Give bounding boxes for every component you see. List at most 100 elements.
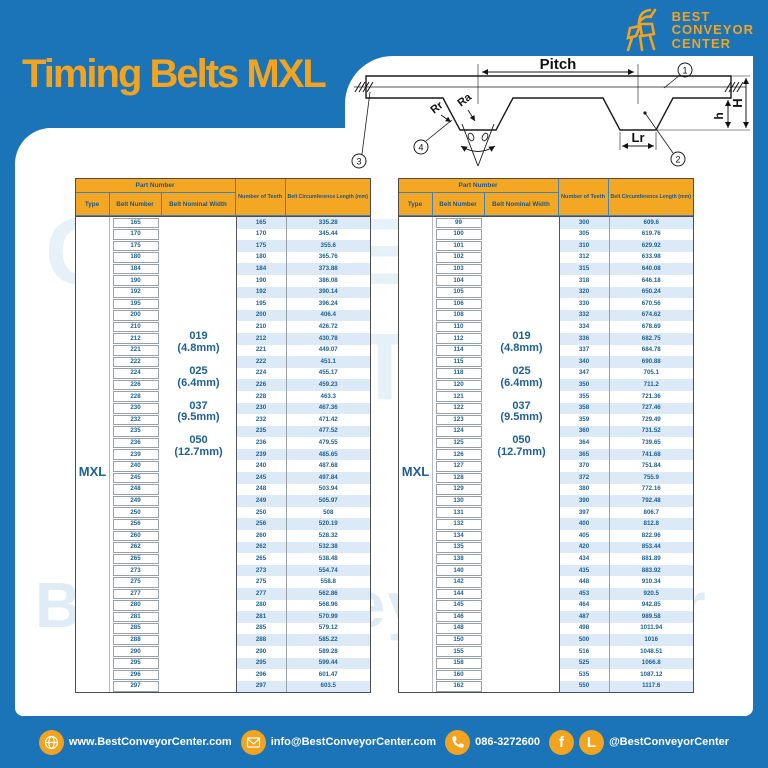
belt-table-left: Part Number Number of Teeth Belt Circumf… [74,178,371,694]
belt-number-cell: 249 [112,495,159,507]
table-row: 118 347 705.1 [399,367,694,380]
belt-number-cell: 273 [112,565,159,576]
teeth-cell: 330 [558,298,609,310]
table-row: 290 290 589.28 [76,645,370,658]
belt-table-right: Part Number Number of Teeth Belt Circumf… [397,178,694,694]
footer-phone[interactable]: 086-3272600 [445,729,540,755]
belt-number-cell: 102 [435,252,482,263]
table-row: 232 232 471.42 [76,414,370,426]
footer-website[interactable]: www.BestConveyorCenter.com [38,729,232,755]
table-row: 175 175 355.6 [76,240,370,252]
teeth-cell: 487 [558,611,609,623]
table-row: 108 332 674.62 [399,309,693,322]
belt-number-cell: 192 [112,287,159,298]
belt-number-cell: 256 [112,518,159,530]
h-label: h [712,112,726,119]
table-row: 248 248 503.94 [76,483,370,496]
teeth-cell: 222 [235,356,286,368]
table-row: 122 358 727.46 [399,402,693,415]
length-cell: 449.07 [285,344,371,357]
teeth-cell: 249 [235,495,286,507]
belt-number-cell: 123 [435,414,482,426]
teeth-cell: 332 [558,309,609,322]
length-cell: 1016 [608,634,693,646]
length-cell: 690.88 [608,356,693,368]
length-cell: 678.69 [608,321,694,333]
teeth-cell: 364 [558,437,609,449]
header-belt-nominal-width: Belt Nominal Width [161,193,236,216]
belt-number-cell: 112 [435,333,482,345]
length-cell: 989.58 [608,611,693,623]
header-belt-number: Belt Number [109,193,162,216]
table-row: 138 434 881.89 [399,553,693,565]
length-cell: 355.6 [285,240,370,252]
table-row: 127 370 751.84 [399,460,693,473]
teeth-cell: 265 [235,553,286,565]
phone-icon [445,729,471,755]
teeth-cell: 285 [235,622,286,635]
table-row: 262 262 532.38 [76,541,370,554]
footer-social[interactable]: f L @BestConveyorCenter [548,729,729,755]
belt-number-cell: 121 [435,391,482,402]
table-row: 144 453 920.5 [399,588,693,600]
table-row: 210 210 426.72 [76,321,370,333]
belt-number-cell: 132 [435,518,482,530]
length-cell: 467.36 [285,402,370,415]
teeth-cell: 448 [558,576,609,588]
teeth-cell: 334 [558,321,609,333]
table-row: 170 170 345.44 [76,228,370,241]
length-cell: 579.12 [285,622,371,635]
header-number-of-teeth: Number of Teeth [235,179,286,216]
table-row: 148 498 1011.94 [399,622,693,635]
teeth-cell: 224 [235,367,286,380]
callout-2: 2 [675,155,680,165]
header-belt-circumference: Belt Circumference Length (mm) [285,179,370,216]
teeth-cell: 280 [235,599,286,612]
phone-text: 086-3272600 [475,736,540,748]
table-row: 256 256 520.19 [76,518,370,531]
table-row: 222 222 451.1 [76,356,370,368]
type-label: MXL [78,464,107,480]
table-row: 275 275 558.8 [76,576,370,588]
table-row: 250 250 508 [76,506,370,519]
length-cell: 373.88 [285,263,370,275]
width-019: 019 (4.8mm) [177,330,220,354]
teeth-cell: 210 [235,321,286,333]
teeth-cell: 180 [235,251,286,264]
teeth-cell: 370 [558,460,609,473]
length-cell: 497.84 [285,472,370,484]
belt-number-cell: 290 [112,646,159,658]
belt-number-cell: 232 [112,414,159,426]
length-cell: 705.1 [608,367,694,380]
table-row: 115 340 690.88 [399,356,693,368]
table-row: 110 334 678.69 [399,321,693,333]
length-cell: 520.19 [285,518,370,531]
length-cell: 910.34 [608,576,694,588]
teeth-cell: 337 [558,344,609,357]
teeth-cell: 372 [558,472,609,484]
belt-number-cell: 135 [435,542,482,553]
table-row: 155 516 1048.51 [399,645,693,658]
pitch-label: Pitch [540,58,577,73]
length-cell: 942.85 [608,599,694,612]
length-cell: 670.56 [608,298,694,310]
length-cell: 674.62 [608,309,693,322]
table-row: 228 228 463.3 [76,390,370,403]
belt-number-cell: 180 [112,252,159,263]
belt-number-cell: 101 [435,240,482,252]
teeth-cell: 275 [235,576,286,588]
length-cell: 640.08 [608,263,693,275]
brand-line-3: CENTER [671,35,732,51]
length-cell: 881.89 [608,553,694,565]
teeth-cell: 288 [235,634,286,646]
table-row: 130 390 792.48 [399,495,693,507]
length-cell: 731.52 [608,425,693,438]
table-row: 296 296 601.47 [76,669,370,681]
teeth-cell: 500 [558,634,609,646]
callout-3: 3 [356,157,361,167]
length-cell: 772.16 [608,483,694,496]
belt-number-cell: 118 [435,368,482,379]
teeth-cell: 365 [558,448,609,461]
width-labels: 019 (4.8mm) 025 (6.4mm) 037 (9.5mm) 050 (12.… [485,330,559,459]
footer-email[interactable]: info@BestConveyorCenter.com [240,729,436,755]
